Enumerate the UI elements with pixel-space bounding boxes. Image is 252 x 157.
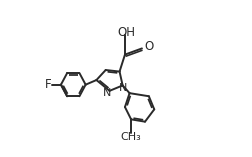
Text: N: N — [102, 88, 111, 98]
Text: O: O — [144, 40, 153, 53]
Text: OH: OH — [117, 26, 135, 39]
Text: CH₃: CH₃ — [120, 132, 141, 142]
Text: F: F — [45, 78, 51, 91]
Text: N: N — [118, 83, 127, 93]
